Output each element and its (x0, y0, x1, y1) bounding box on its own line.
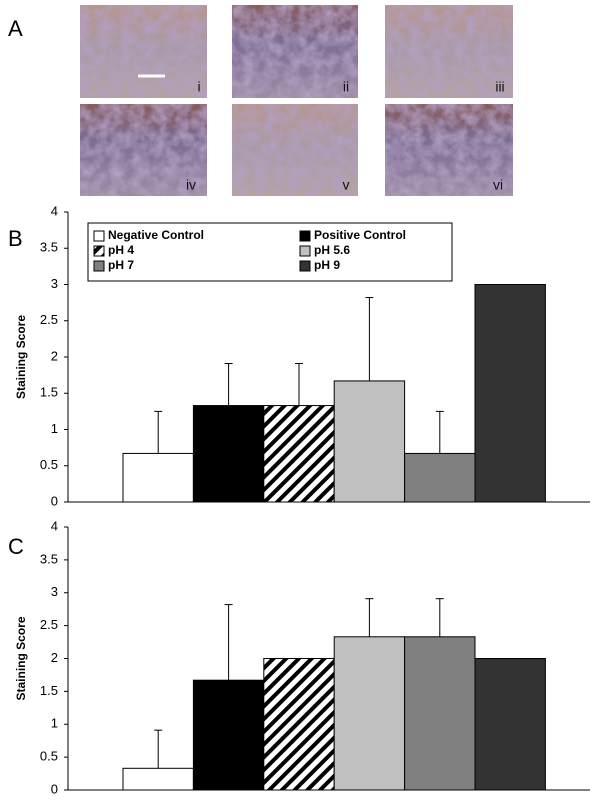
legend-swatch (299, 230, 311, 242)
bar (404, 636, 476, 791)
y-tick-label: 1.5 (40, 683, 58, 698)
micrograph (385, 104, 513, 196)
y-tick-label: 2.5 (40, 312, 58, 327)
micrograph (80, 104, 207, 196)
bar (404, 452, 476, 503)
legend-label: pH 5.6 (314, 243, 350, 257)
legend-label: Positive Control (314, 228, 406, 242)
bar (474, 658, 546, 791)
panel-label: A (8, 16, 23, 41)
legend-swatch (93, 260, 105, 272)
image-label: iv (186, 177, 196, 193)
bar (333, 636, 406, 791)
error-bar (224, 604, 233, 681)
micrographs (80, 5, 513, 196)
panel-label: C (8, 534, 24, 559)
error-bar (435, 410, 444, 454)
legend-label: pH 4 (108, 243, 134, 257)
image-label: ii (343, 79, 349, 95)
bar (122, 767, 194, 791)
bar (192, 679, 265, 791)
legend-label: pH 7 (108, 258, 134, 272)
y-tick-label: 4 (51, 203, 58, 218)
error-bar (295, 363, 303, 406)
bar (474, 284, 546, 503)
y-tick-label: 2 (51, 348, 58, 363)
y-tick-label: 4 (51, 518, 58, 533)
legend-swatch (299, 245, 311, 257)
micrograph (385, 5, 513, 98)
image-label: v (343, 177, 350, 193)
micrograph (80, 5, 207, 98)
legend-label: Negative Control (108, 228, 204, 242)
bar (333, 380, 406, 503)
bar (122, 452, 194, 503)
y-tick-label: 0 (51, 493, 58, 508)
y-tick-label: 1.5 (40, 385, 58, 400)
y-tick-label: 3 (51, 276, 58, 291)
image-label: iii (495, 79, 504, 95)
legend-swatch (93, 230, 105, 242)
legend-label: pH 9 (314, 258, 340, 272)
y-tick-label: 2 (51, 650, 58, 665)
y-tick-label: 0.5 (40, 749, 58, 764)
error-bar (154, 729, 163, 769)
y-tick-label: 3.5 (40, 551, 58, 566)
micrograph (232, 5, 358, 98)
y-tick-label: 3 (51, 584, 58, 599)
legend-swatch (299, 260, 311, 272)
y-tick-label: 1 (51, 421, 58, 436)
y-tick-label: 2.5 (40, 617, 58, 632)
panel-label: B (8, 226, 23, 251)
legend-box (87, 222, 453, 282)
image-label: i (197, 79, 200, 95)
image-label: vi (493, 177, 503, 193)
y-tick-label: 3.5 (40, 240, 58, 255)
y-axis-label: Staining Score (14, 616, 28, 700)
error-bar (365, 297, 374, 381)
y-tick-label: 1 (51, 716, 58, 731)
bar (192, 405, 265, 503)
error-bar (365, 598, 374, 637)
y-tick-label: 0 (51, 781, 58, 796)
bar (263, 405, 335, 503)
bar (263, 658, 335, 791)
error-bar (154, 410, 163, 454)
micrograph (232, 104, 358, 196)
legend-swatch (93, 245, 105, 257)
error-bar (224, 363, 233, 406)
y-axis-label: Staining Score (14, 315, 28, 399)
y-tick-label: 0.5 (40, 457, 58, 472)
error-bar (435, 598, 444, 637)
